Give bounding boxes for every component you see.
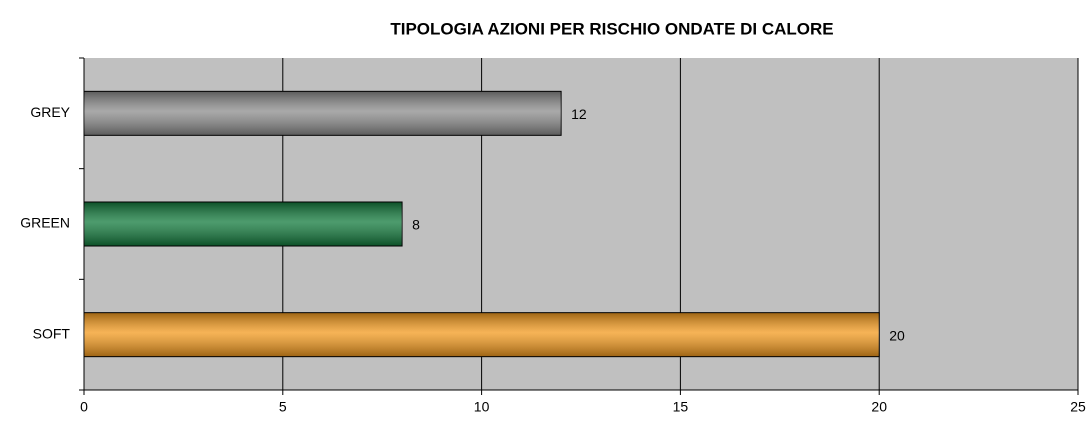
y-tick-label: SOFT (33, 325, 71, 341)
bar (83, 201, 403, 247)
bar (83, 312, 880, 358)
y-tick-label: GREY (30, 104, 70, 120)
x-tick-label: 25 (1070, 399, 1086, 415)
x-tick-label: 20 (871, 399, 887, 415)
x-tick-label: 5 (279, 399, 287, 415)
x-tick-label: 0 (80, 399, 88, 415)
y-tick-label: GREEN (20, 215, 70, 231)
data-label: 20 (889, 327, 905, 343)
x-tick-label: 10 (474, 399, 490, 415)
x-tick-label: 15 (673, 399, 689, 415)
data-label: 8 (412, 217, 420, 233)
data-label: 12 (571, 106, 587, 122)
bar (83, 90, 562, 136)
chart-title: TIPOLOGIA AZIONI PER RISCHIO ONDATE DI C… (390, 19, 833, 38)
